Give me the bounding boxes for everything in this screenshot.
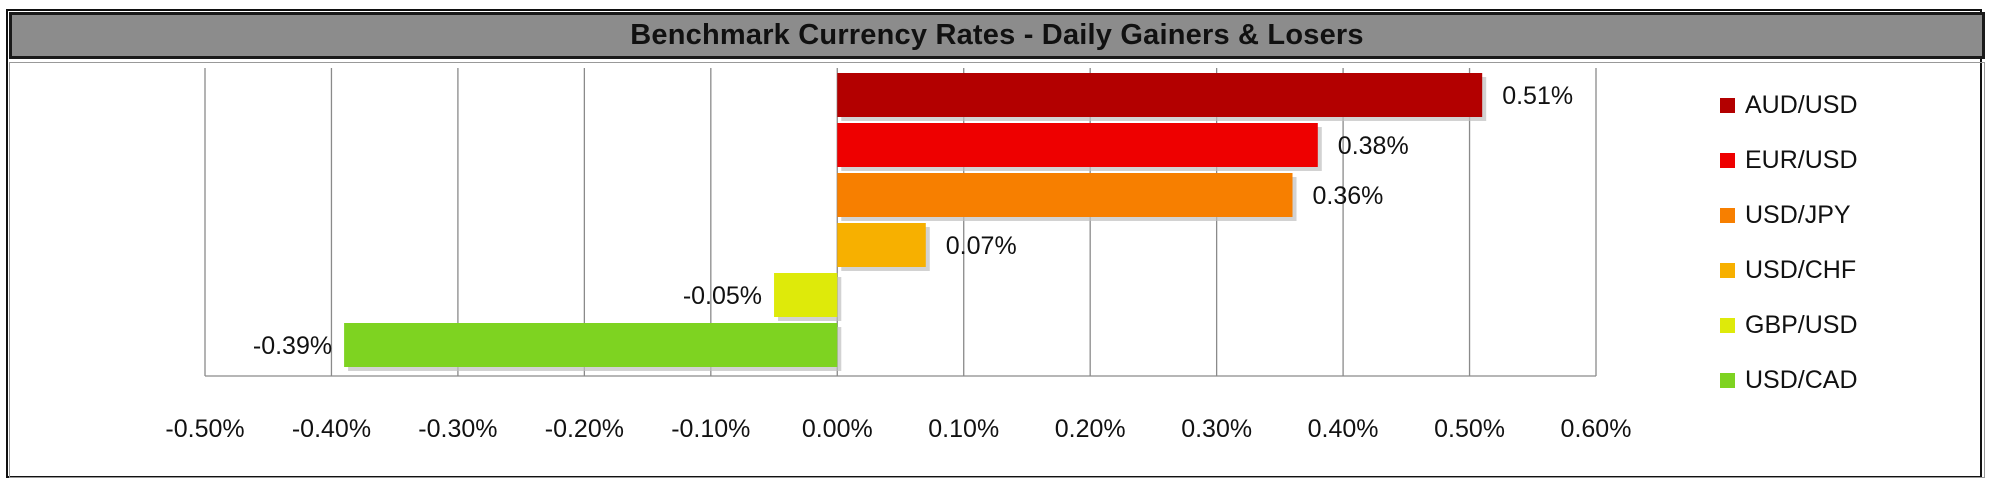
legend-label: EUR/USD [1745, 146, 1858, 174]
x-tick-label: 0.50% [1434, 415, 1505, 443]
x-tick-label: 0.10% [928, 415, 999, 443]
bar [837, 123, 1318, 167]
legend-item: EUR/USD [1720, 133, 1960, 188]
legend-item: GBP/USD [1720, 298, 1960, 353]
x-tick-label: 0.20% [1055, 415, 1126, 443]
legend-label: USD/CHF [1745, 256, 1857, 284]
x-tick-label: -0.20% [545, 415, 624, 443]
legend-label: USD/JPY [1745, 201, 1851, 229]
x-tick-label: -0.30% [418, 415, 497, 443]
x-tick-label: 0.40% [1308, 415, 1379, 443]
chart-title: Benchmark Currency Rates - Daily Gainers… [630, 19, 1364, 51]
legend-item: USD/CAD [1720, 353, 1960, 408]
data-label: -0.39% [253, 332, 332, 360]
legend-item: USD/CHF [1720, 243, 1960, 298]
legend-item: USD/JPY [1720, 188, 1960, 243]
legend-swatch [1720, 98, 1735, 113]
legend-swatch [1720, 153, 1735, 168]
legend-swatch [1720, 373, 1735, 388]
bar [837, 223, 926, 267]
data-label: 0.36% [1313, 182, 1384, 210]
bar [774, 273, 838, 317]
x-tick-label: 0.30% [1181, 415, 1252, 443]
x-tick-label: 0.60% [1561, 415, 1632, 443]
data-label: 0.38% [1338, 132, 1409, 160]
legend-swatch [1720, 263, 1735, 278]
chart-title-bar: Benchmark Currency Rates - Daily Gainers… [9, 12, 1985, 59]
x-tick-label: -0.40% [292, 415, 371, 443]
bar [837, 73, 1483, 117]
legend-swatch [1720, 318, 1735, 333]
legend-label: GBP/USD [1745, 311, 1858, 339]
bar [837, 173, 1293, 217]
legend-label: USD/CAD [1745, 366, 1858, 394]
x-tick-label: -0.10% [671, 415, 750, 443]
data-label: 0.07% [946, 232, 1017, 260]
data-label: -0.05% [683, 282, 762, 310]
chart-legend: AUD/USD EUR/USD USD/JPY USD/CHF GBP/USD USD/C… [1720, 78, 1960, 408]
data-label: 0.51% [1502, 82, 1573, 110]
chart-area [9, 62, 1985, 478]
legend-label: AUD/USD [1745, 91, 1858, 119]
legend-swatch [1720, 208, 1735, 223]
x-tick-label: -0.50% [165, 415, 244, 443]
bar [344, 323, 838, 367]
x-tick-label: 0.00% [802, 415, 873, 443]
legend-item: AUD/USD [1720, 78, 1960, 133]
